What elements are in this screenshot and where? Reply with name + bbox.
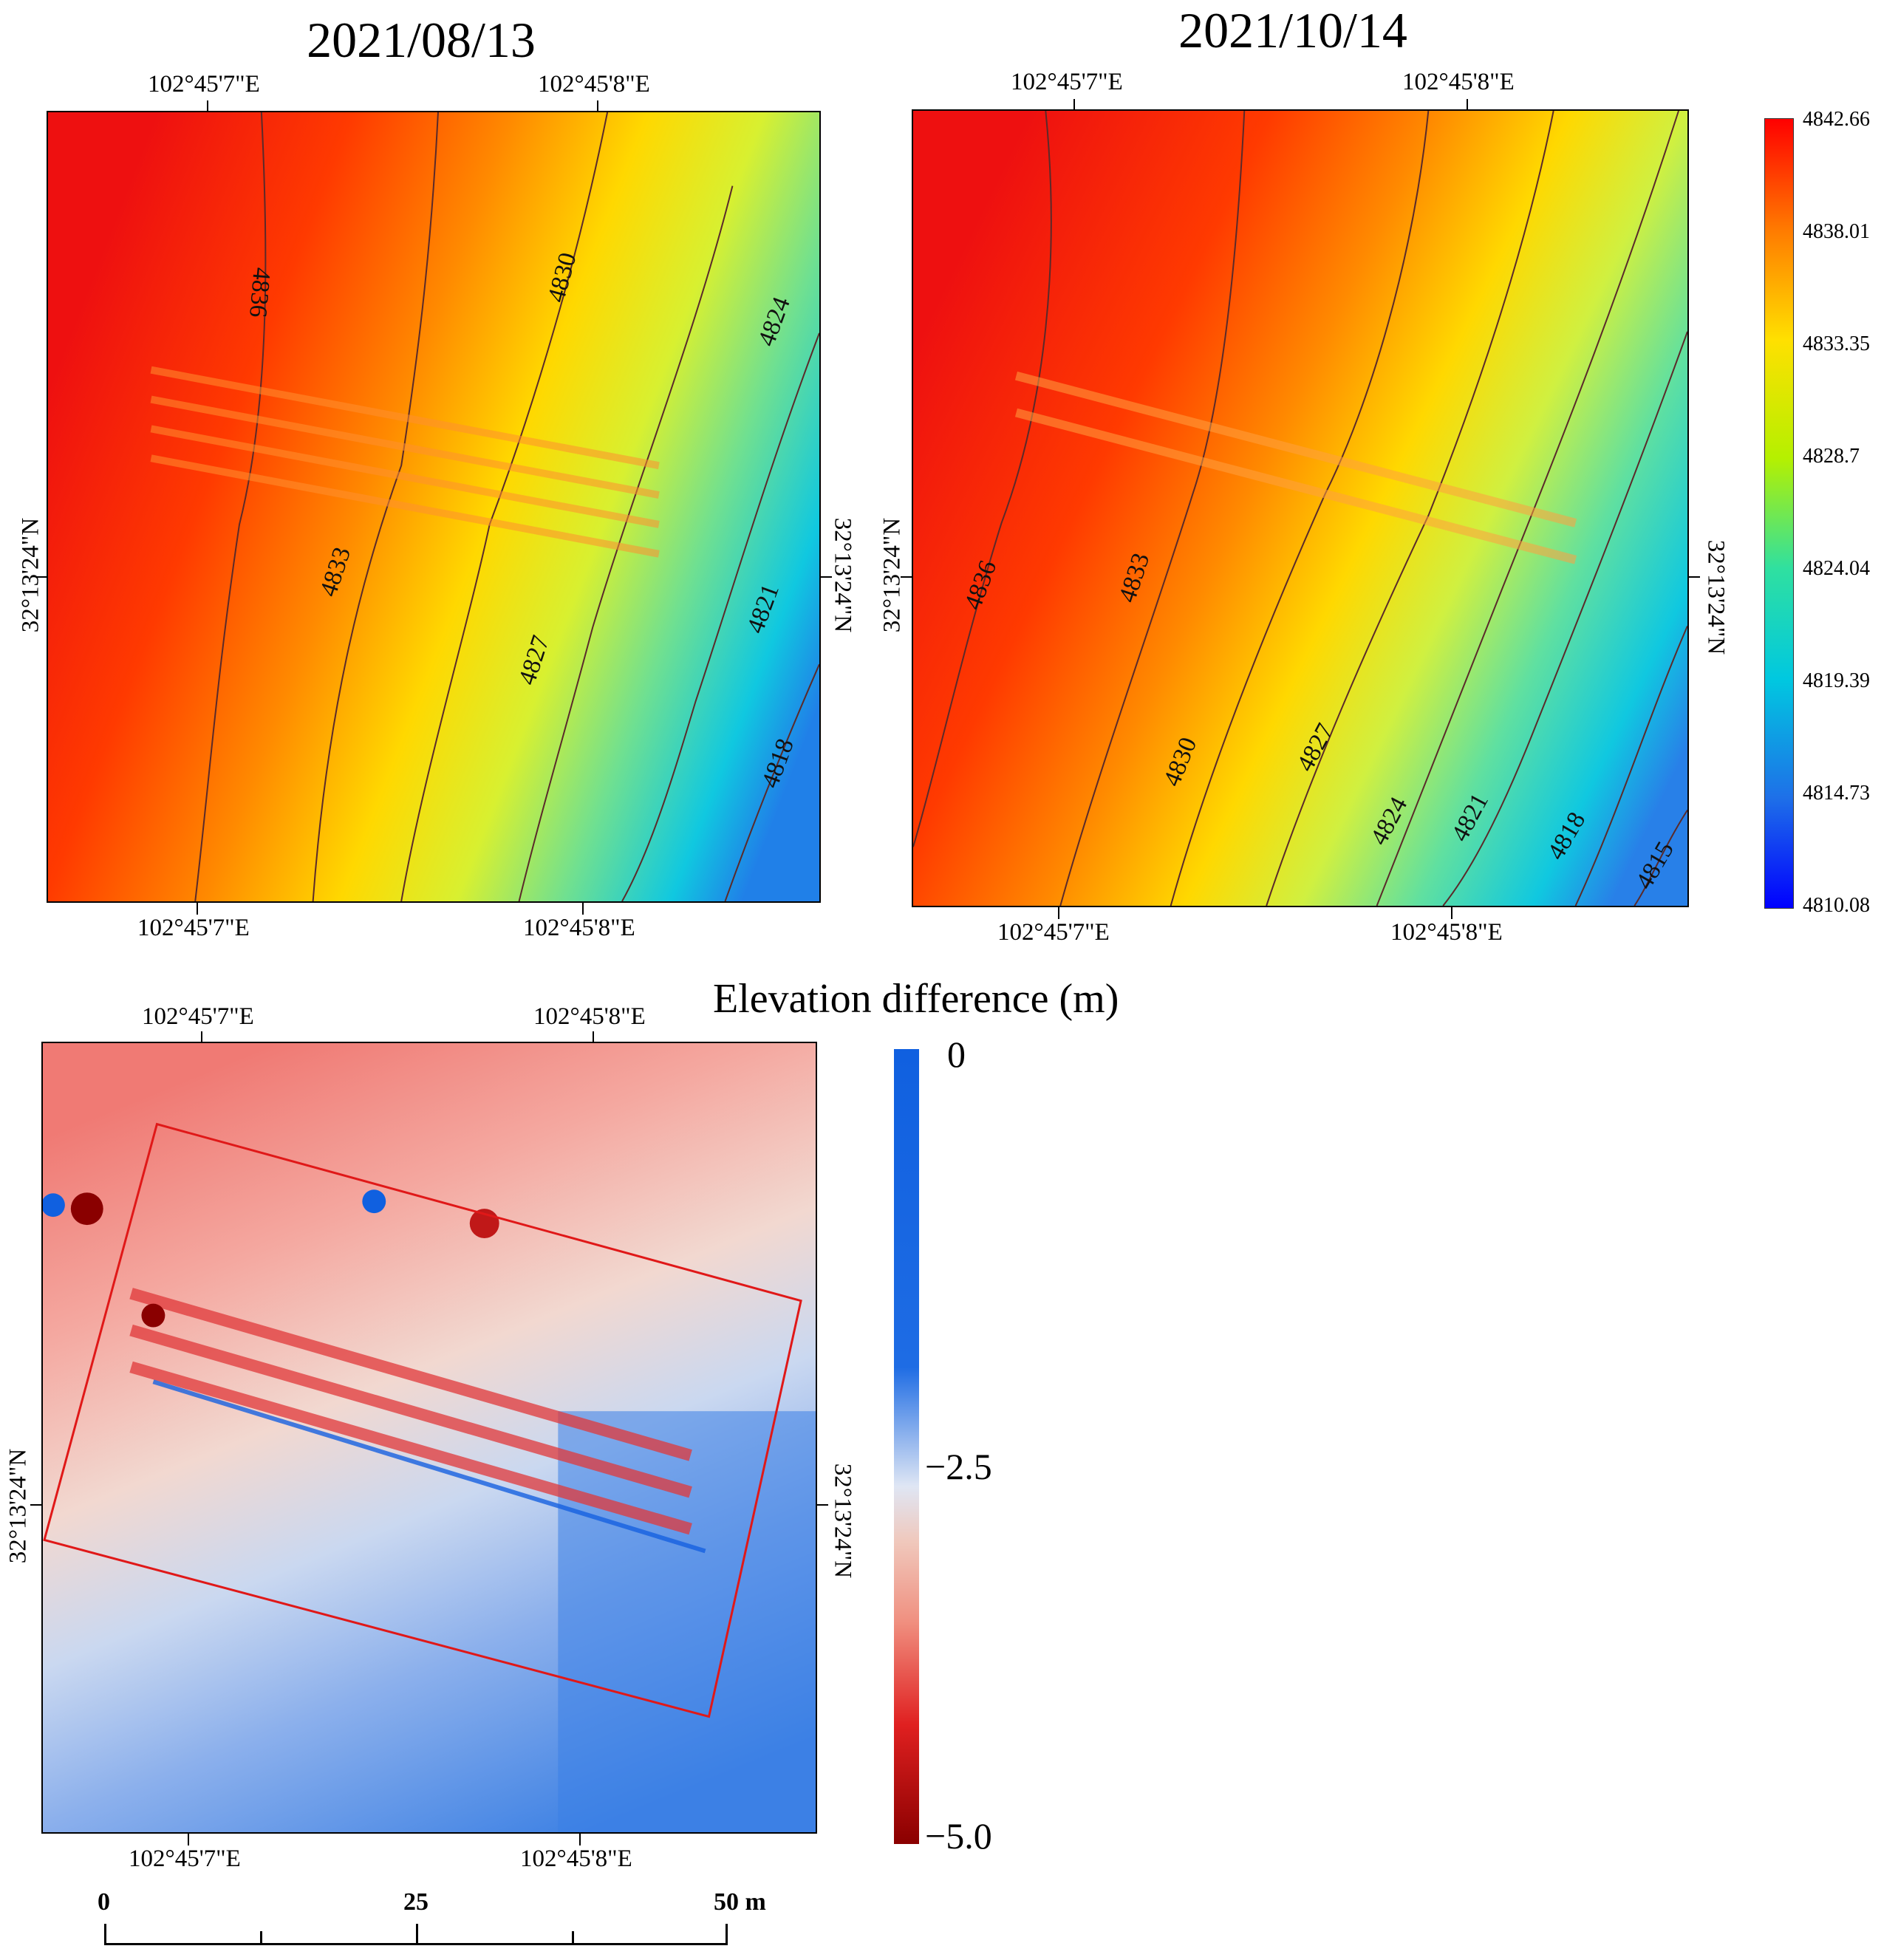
- panel-b-lat-right: 32°13'24"N: [1702, 539, 1730, 655]
- difference-colorbar: [894, 1049, 919, 1844]
- diff-top-lon-2: 102°45'8"E: [533, 1003, 646, 1030]
- elevation-tick-7: 4814.73: [1803, 782, 1870, 805]
- panel-b-lat-left: 32°13'24"N: [878, 517, 906, 633]
- difference-tick-mid: −2.5: [925, 1446, 992, 1487]
- difference-tick-min: −5.0: [925, 1815, 992, 1857]
- scale-label-50: 50 m: [714, 1888, 766, 1916]
- diff-bottom-lon-2: 102°45'8"E: [520, 1845, 632, 1872]
- diff-lat-right: 32°13'24"N: [829, 1463, 856, 1579]
- scale-label-25: 25: [403, 1888, 429, 1916]
- panel-b-top-lon-1: 102°45'7"E: [1011, 69, 1123, 95]
- panel-a-lat-left: 32°13'24"N: [17, 517, 44, 633]
- panel-a-top-lon-2: 102°45'8"E: [538, 71, 650, 98]
- panel-b-bottom-lon-2: 102°45'8"E: [1390, 919, 1503, 946]
- panel-a-bottom-lon-1: 102°45'7"E: [137, 915, 250, 941]
- elevation-tick-3: 4833.35: [1803, 332, 1870, 355]
- diff-top-lon-1: 102°45'7"E: [142, 1003, 254, 1030]
- diff-lat-left: 32°13'24"N: [4, 1448, 32, 1564]
- elevation-tick-2: 4838.01: [1803, 220, 1870, 243]
- elevation-tick-4: 4828.7: [1803, 445, 1860, 468]
- panel-b-elevation-map: 4836 4833 4830 4827 4824 4821 4818 4815: [912, 109, 1689, 907]
- diff-bottom-lon-1: 102°45'7"E: [129, 1845, 241, 1872]
- panel-a-elevation-map: 4836 4830 4824 4833 4827 4821 4818: [47, 111, 821, 903]
- difference-title: Elevation difference (m): [713, 976, 1119, 1022]
- panel-a-bottom-lon-2: 102°45'8"E: [523, 915, 635, 941]
- panel-a-contour-4836: 4836: [244, 267, 276, 319]
- elevation-tick-1: 4842.66: [1803, 108, 1870, 131]
- elevation-tick-8: 4810.08: [1803, 894, 1870, 917]
- difference-map: [41, 1042, 817, 1834]
- elevation-tick-5: 4824.04: [1803, 557, 1870, 580]
- panel-b-title: 2021/10/14: [1178, 2, 1407, 58]
- panel-a-title: 2021/08/13: [307, 12, 536, 68]
- panel-a-top-lon-1: 102°45'7"E: [148, 71, 260, 98]
- scale-label-0: 0: [98, 1888, 110, 1916]
- elevation-colorbar: [1764, 118, 1794, 909]
- elevation-tick-6: 4819.39: [1803, 669, 1870, 692]
- difference-tick-0: 0: [947, 1034, 966, 1075]
- panel-b-bottom-lon-1: 102°45'7"E: [997, 919, 1110, 946]
- panel-b-top-lon-2: 102°45'8"E: [1402, 69, 1515, 95]
- panel-a-lat-right: 32°13'24"N: [829, 517, 856, 633]
